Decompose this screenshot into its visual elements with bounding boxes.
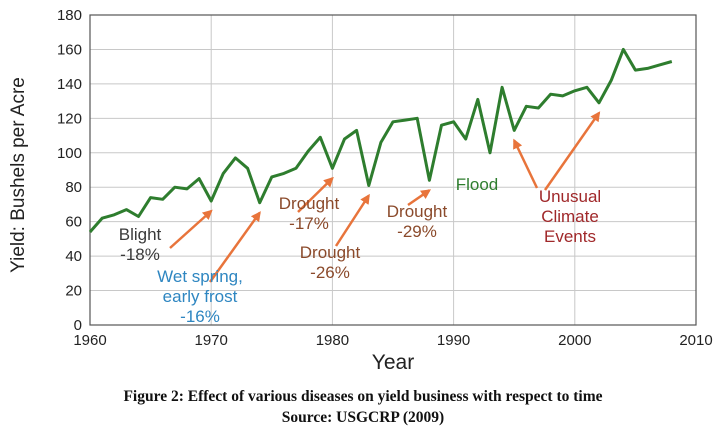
y-tick-label: 160 <box>57 41 82 58</box>
annotation-arrow <box>334 193 370 247</box>
annotation-label: -26% <box>310 263 350 282</box>
annotation-arrow <box>513 138 539 189</box>
annotation-arrow <box>208 211 261 283</box>
x-axis-title: Year <box>372 351 414 374</box>
annotation-label: Drought <box>279 194 340 213</box>
axes: 0 20 40 60 80 100 120 140 160 180 1960 1970 1980 1990… <box>57 7 713 349</box>
annotation-label: -18% <box>120 245 160 264</box>
y-tick-label: 40 <box>65 248 82 265</box>
x-tick-label: 1970 <box>195 332 228 349</box>
yield-line <box>88 47 673 233</box>
annotation-label: Drought <box>387 202 448 221</box>
x-tick-label: 1980 <box>316 332 349 349</box>
y-tick-label: 120 <box>57 110 82 127</box>
annotation-label: Blight <box>119 225 162 244</box>
y-tick-label: 60 <box>65 214 82 231</box>
annotation-label: Flood <box>456 175 499 194</box>
annotation-label: -29% <box>397 222 437 241</box>
x-tick-label: 1960 <box>73 332 106 349</box>
x-tick-label: 2000 <box>558 332 591 349</box>
annotation-arrow <box>407 189 432 207</box>
annotation-arrow <box>169 209 213 249</box>
y-tick-label: 180 <box>57 7 82 24</box>
figure-source: Source: USGCRP (2009) <box>281 409 445 426</box>
annotation-arrows <box>169 111 601 283</box>
annotations: Blight-18% Wet spring,early frost-16% Drou… <box>119 175 601 326</box>
annotation-label: Climate <box>541 207 599 226</box>
annotation-label: -17% <box>289 214 329 233</box>
yield-series <box>88 47 673 233</box>
annotation-arrow <box>543 111 601 191</box>
annotation-label: Wet spring, <box>157 267 243 286</box>
y-tick-label: 80 <box>65 179 82 196</box>
y-axis-title: Yield: Bushels per Acre <box>8 77 29 273</box>
plot-frame <box>89 14 697 326</box>
plot-area <box>90 15 696 325</box>
y-tick-label: 20 <box>65 283 82 300</box>
y-tick-label: 0 <box>74 317 82 334</box>
figure-caption: Figure 2: Effect of various diseases on … <box>123 388 603 405</box>
x-tick-label: 1990 <box>437 332 470 349</box>
annotation-label: Events <box>544 227 596 246</box>
annotation-label: -16% <box>180 307 220 326</box>
x-tick-label: 2010 <box>679 332 712 349</box>
annotation-label: Drought <box>300 243 361 262</box>
annotation-arrow <box>297 176 334 213</box>
yield-chart: 0 20 40 60 80 100 120 140 160 180 1960 1970 1980 1990… <box>8 7 713 374</box>
annotation-label: Unusual <box>539 187 601 206</box>
annotation-label: early frost <box>163 287 238 306</box>
y-tick-label: 100 <box>57 145 82 162</box>
y-tick-label: 140 <box>57 76 82 93</box>
